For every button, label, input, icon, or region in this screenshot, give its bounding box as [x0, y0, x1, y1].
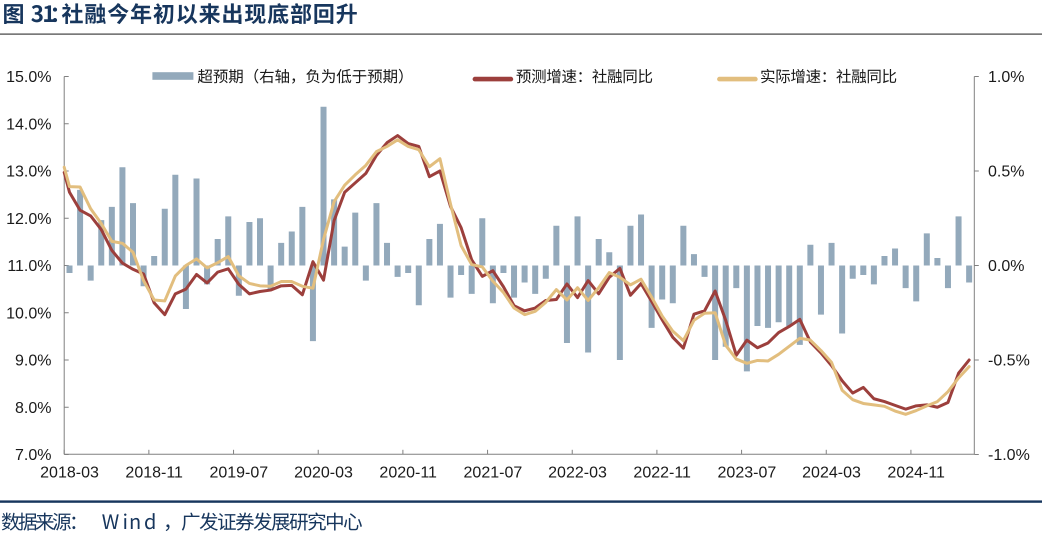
svg-text:11.0%: 11.0%	[7, 258, 51, 275]
svg-text:2023-07: 2023-07	[718, 465, 777, 482]
svg-text:2018-03: 2018-03	[40, 465, 99, 482]
svg-text:1.0%: 1.0%	[988, 69, 1024, 86]
svg-text:2020-11: 2020-11	[379, 465, 437, 482]
svg-text:-0.5%: -0.5%	[988, 353, 1030, 370]
svg-text:0.0%: 0.0%	[988, 258, 1024, 275]
svg-text:14.0%: 14.0%	[6, 116, 51, 133]
svg-text:2021-07: 2021-07	[464, 465, 523, 482]
svg-text:2018-11: 2018-11	[125, 465, 183, 482]
svg-text:-1.0%: -1.0%	[988, 447, 1030, 464]
svg-text:2024-03: 2024-03	[802, 465, 861, 482]
svg-text:15.0%: 15.0%	[6, 69, 51, 86]
svg-text:2019-07: 2019-07	[209, 465, 268, 482]
svg-text:10.0%: 10.0%	[6, 305, 51, 322]
svg-text:13.0%: 13.0%	[6, 164, 51, 181]
svg-text:2022-03: 2022-03	[548, 465, 607, 482]
svg-text:0.5%: 0.5%	[988, 164, 1024, 181]
svg-text:8.0%: 8.0%	[15, 400, 51, 417]
svg-text:12.0%: 12.0%	[6, 211, 51, 228]
svg-text:2024-11: 2024-11	[887, 465, 945, 482]
svg-text:9.0%: 9.0%	[15, 353, 51, 370]
svg-text:2022-11: 2022-11	[633, 465, 691, 482]
svg-text:2020-03: 2020-03	[294, 465, 353, 482]
svg-text:7.0%: 7.0%	[15, 447, 51, 464]
